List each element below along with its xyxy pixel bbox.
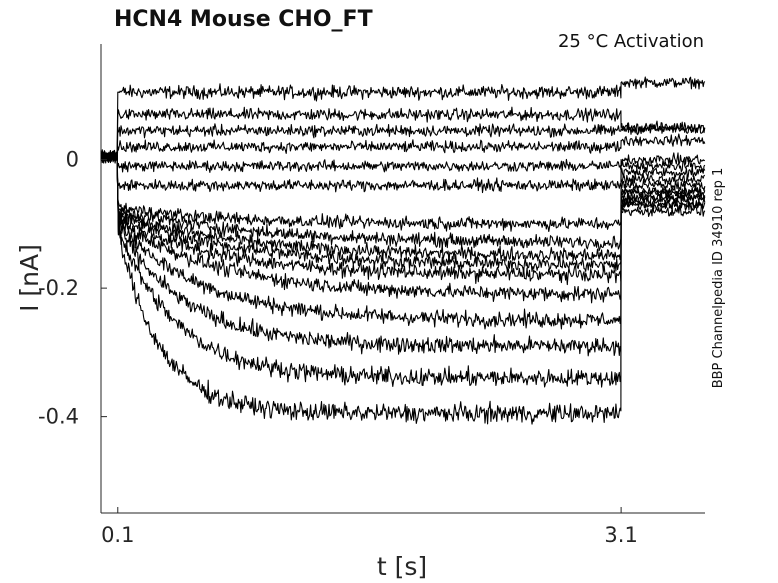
current-trace	[100, 150, 706, 273]
ticks-group: 0.1 3.1 0 -0.2 -0.4	[38, 148, 638, 547]
current-trace	[100, 151, 706, 388]
y-tick-label: -0.2	[38, 276, 79, 300]
current-trace	[100, 149, 706, 252]
y-axis-label: I [nA]	[15, 244, 44, 312]
y-tick-label: -0.4	[38, 405, 79, 429]
x-axis-label: t [s]	[377, 552, 427, 581]
current-trace	[100, 150, 706, 330]
axes	[100, 44, 705, 514]
current-trace	[100, 151, 706, 194]
current-trace	[100, 149, 706, 425]
y-tick-label: 0	[66, 148, 79, 172]
chart-title: HCN4 Mouse CHO_FT	[114, 7, 373, 32]
current-trace	[100, 150, 706, 233]
side-source-label: BBP Channelpedia ID 34910 rep 1	[711, 168, 726, 389]
current-trace	[100, 106, 706, 161]
current-trace	[100, 133, 706, 164]
current-trace	[100, 152, 706, 173]
x-tick-label: 3.1	[604, 523, 637, 547]
x-tick-label: 0.1	[101, 523, 134, 547]
current-trace	[100, 150, 706, 286]
current-trace	[100, 151, 706, 304]
current-trace	[100, 76, 706, 162]
current-trace	[100, 151, 706, 357]
chart-subtitle: 25 °C Activation	[558, 31, 704, 52]
current-trace	[100, 151, 706, 264]
traces-group	[100, 76, 706, 425]
current-trace	[100, 122, 706, 164]
